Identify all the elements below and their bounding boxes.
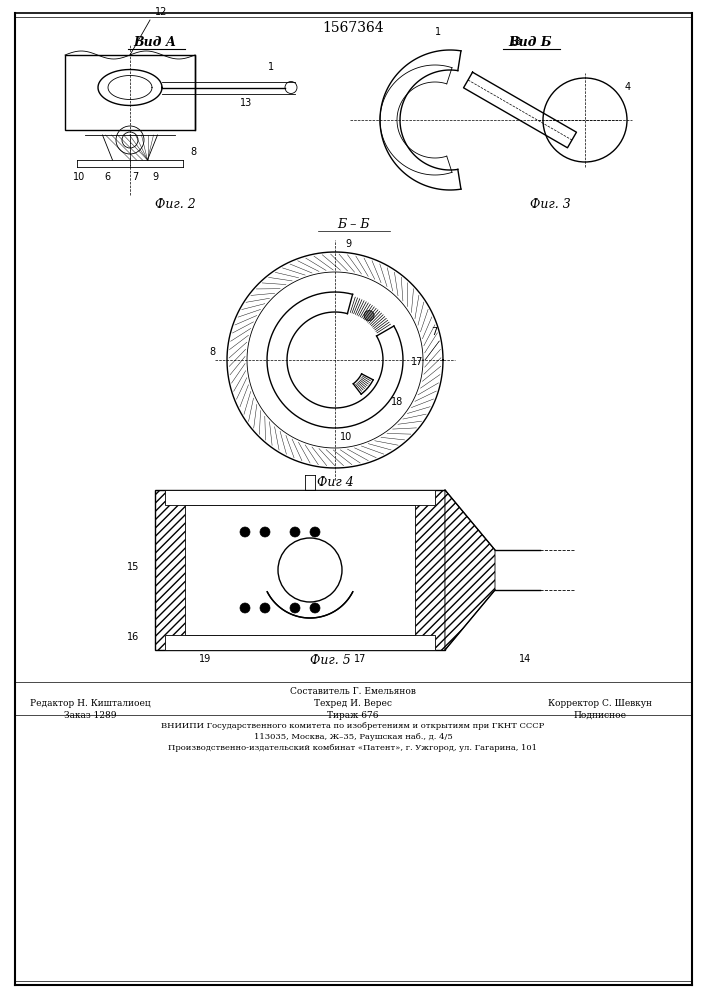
Text: Фиг. 3: Фиг. 3 [530, 198, 571, 212]
Text: 14: 14 [519, 654, 531, 664]
Circle shape [290, 603, 300, 613]
Polygon shape [445, 490, 495, 650]
Circle shape [310, 527, 320, 537]
Text: 10: 10 [340, 432, 352, 442]
Text: Производственно-издательский комбинат «Патент», г. Ужгород, ул. Гагарина, 101: Производственно-издательский комбинат «П… [168, 744, 537, 752]
Bar [165, 490, 435, 505]
Text: Б – Б: Б – Б [337, 219, 369, 232]
Text: 15: 15 [127, 562, 139, 572]
Text: 17: 17 [354, 654, 366, 664]
Bar [165, 635, 435, 650]
Text: 9: 9 [345, 239, 351, 249]
Text: 113035, Москва, Ж–35, Раушская наб., д. 4/5: 113035, Москва, Ж–35, Раушская наб., д. … [254, 733, 452, 741]
Circle shape [290, 527, 300, 537]
Text: Вид А: Вид А [134, 36, 177, 49]
Text: 7: 7 [132, 172, 139, 182]
Text: 16: 16 [127, 632, 139, 642]
Text: 17: 17 [411, 357, 423, 367]
Text: 1567364: 1567364 [322, 21, 384, 35]
Text: 6: 6 [105, 172, 110, 182]
Text: 1: 1 [435, 27, 441, 37]
Circle shape [364, 311, 374, 321]
Text: ВНИИПИ Государственного комитета по изобретениям и открытиям при ГКНТ СССР: ВНИИПИ Государственного комитета по изоб… [161, 722, 544, 730]
Text: 13: 13 [240, 98, 252, 107]
Circle shape [260, 603, 270, 613]
Circle shape [240, 603, 250, 613]
Circle shape [310, 603, 320, 613]
Text: 12: 12 [155, 7, 168, 17]
Text: Редактор Н. Кишталиоец: Редактор Н. Кишталиоец [30, 700, 151, 708]
Text: Тираж 676: Тираж 676 [327, 710, 379, 720]
Text: 19: 19 [199, 654, 211, 664]
Text: Корректор С. Шевкун: Корректор С. Шевкун [548, 700, 652, 708]
Bar [155, 490, 445, 650]
Circle shape [240, 527, 250, 537]
Text: Вид Б: Вид Б [508, 36, 551, 49]
Bar [185, 505, 415, 635]
Text: 18: 18 [391, 397, 403, 407]
Text: 13: 13 [510, 37, 522, 47]
Text: Фиг. 5: Фиг. 5 [310, 654, 351, 666]
Text: 4: 4 [625, 82, 631, 92]
Text: 10: 10 [73, 172, 86, 182]
Text: Фиг. 2: Фиг. 2 [155, 198, 195, 212]
Text: Заказ 1289: Заказ 1289 [64, 710, 116, 720]
Text: 7: 7 [431, 327, 437, 337]
Text: Фиг 4: Фиг 4 [317, 477, 354, 489]
Circle shape [260, 527, 270, 537]
Bar [65, 55, 195, 130]
Text: 8: 8 [209, 347, 215, 357]
Text: 9: 9 [153, 172, 158, 182]
Text: Составитель Г. Емельянов: Составитель Г. Емельянов [290, 688, 416, 696]
Text: Техред И. Верес: Техред И. Верес [314, 700, 392, 708]
Text: Подписное: Подписное [573, 710, 626, 720]
Text: 8: 8 [190, 147, 196, 157]
Text: 1: 1 [268, 62, 274, 72]
